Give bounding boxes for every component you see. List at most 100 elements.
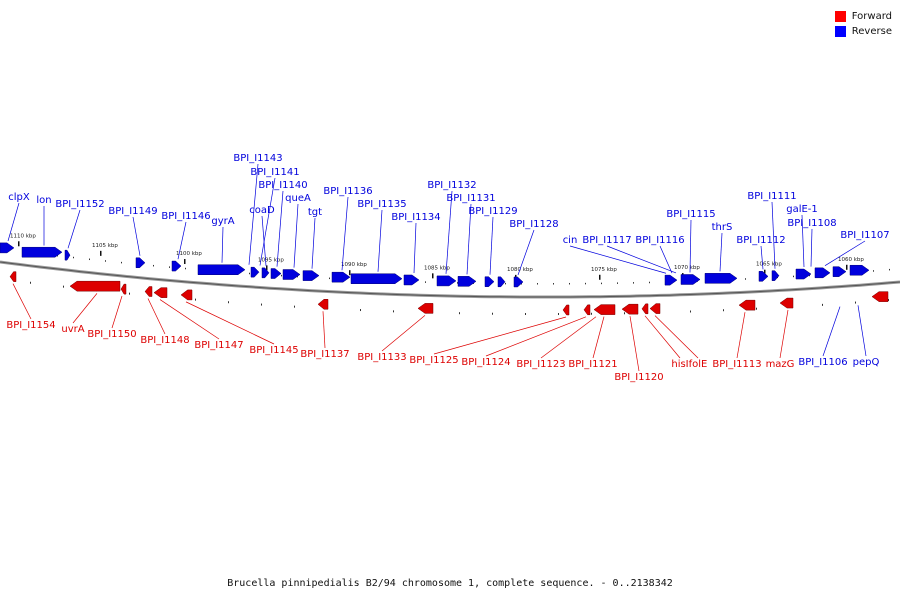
reverse-gene-arrow — [270, 268, 282, 279]
minor-tick — [756, 307, 757, 310]
forward-gene-arrow — [583, 304, 591, 316]
gene-label-bpi-i1108: BPI_I1108 — [787, 218, 836, 229]
reverse-gene-arrow — [814, 267, 831, 279]
minor-tick — [822, 303, 823, 306]
reverse-gene-arrow — [436, 275, 457, 287]
reverse-gene-arrow — [795, 268, 812, 280]
minor-tick — [281, 274, 282, 277]
minor-tick — [690, 310, 691, 313]
scale-tick — [846, 264, 848, 270]
label-connector — [822, 306, 841, 357]
minor-tick — [888, 298, 889, 301]
minor-tick — [195, 298, 196, 301]
gene-label-bpi-i1106: BPI_I1106 — [798, 357, 847, 368]
reverse-gene-arrow — [302, 270, 320, 281]
gene-label-gale-1: galE-1 — [786, 204, 818, 215]
minor-tick — [537, 283, 538, 285]
label-connector — [489, 216, 494, 275]
reverse-gene-arrow — [664, 274, 678, 286]
scale-label: 1090 kbp — [341, 262, 367, 268]
label-connector — [377, 209, 383, 272]
label-connector — [606, 245, 677, 274]
minor-tick — [425, 281, 426, 283]
label-connector — [248, 163, 259, 265]
gene-label-bpi-i1137: BPI_I1137 — [300, 349, 349, 360]
forward-gene-arrow — [180, 289, 193, 301]
minor-tick — [121, 261, 122, 264]
reverse-gene-arrow — [282, 269, 301, 280]
minor-tick — [873, 270, 874, 272]
label-connector — [736, 312, 746, 359]
minor-tick — [129, 292, 130, 295]
sequence-caption: Brucella pinnipedialis B2/94 chromosome … — [227, 578, 673, 589]
gene-label-bpi-i1115: BPI_I1115 — [666, 209, 715, 220]
forward-gene-arrow — [562, 304, 570, 316]
forward-gene-arrow — [120, 283, 127, 295]
label-connector — [111, 295, 123, 329]
reverse-gene-arrow — [331, 271, 351, 283]
scale-label: 1100 kbp — [176, 251, 202, 257]
gene-label-bpi-i1147: BPI_I1147 — [194, 340, 243, 351]
gene-label-bpi-i1149: BPI_I1149 — [108, 206, 157, 217]
minor-tick — [525, 313, 526, 315]
gene-label-bpi-i1107: BPI_I1107 — [840, 230, 889, 241]
label-connector — [801, 214, 805, 268]
label-connector — [72, 293, 98, 324]
reverse-gene-arrow — [484, 276, 495, 287]
minor-tick — [585, 282, 586, 285]
label-connector — [132, 216, 141, 256]
minor-tick — [723, 309, 724, 312]
gene-label-bpi-i1132: BPI_I1132 — [427, 180, 476, 191]
minor-tick — [569, 282, 570, 285]
label-connector — [433, 316, 567, 355]
label-connector — [177, 221, 187, 260]
minor-tick — [63, 285, 64, 288]
minor-tick — [105, 260, 106, 262]
gene-label-bpi-i1123: BPI_I1123 — [516, 359, 565, 370]
label-connector — [719, 232, 723, 272]
label-connector — [12, 283, 32, 320]
minor-tick — [89, 258, 90, 261]
forward-gene-arrow — [738, 299, 756, 311]
forward-gene-arrow — [144, 286, 153, 297]
minor-tick — [809, 274, 810, 277]
gene-label-cin: cin — [563, 235, 578, 246]
legend-reverse: Reverse — [834, 24, 892, 39]
minor-tick — [558, 313, 559, 316]
gene-label-bpi-i1141: BPI_I1141 — [250, 167, 299, 178]
reverse-gene-arrow — [250, 266, 260, 278]
label-connector — [185, 301, 275, 345]
label-connector — [445, 190, 453, 274]
gene-label-bpi-i1150: BPI_I1150 — [87, 329, 136, 340]
label-connector — [221, 226, 224, 263]
minor-tick — [228, 301, 229, 304]
gene-label-bpi-i1145: BPI_I1145 — [249, 345, 298, 356]
label-connector — [293, 203, 299, 268]
gene-label-mazg: mazG — [766, 359, 795, 370]
gene-label-bpi-i1125: BPI_I1125 — [409, 355, 458, 366]
scale-tick — [432, 273, 434, 279]
scale-label: 1080 kbp — [507, 267, 533, 273]
gene-label-bpi-i1131: BPI_I1131 — [446, 193, 495, 204]
scale-tick — [266, 265, 268, 271]
scale-tick — [100, 250, 102, 256]
scale-tick — [599, 274, 601, 280]
scale-tick — [18, 241, 20, 247]
label-connector — [810, 228, 813, 267]
gene-label-bpi-i1136: BPI_I1136 — [323, 186, 372, 197]
scale-label: 1065 kbp — [756, 262, 782, 268]
legend-forward: Forward — [834, 9, 892, 24]
gene-label-pepq: pepQ — [853, 357, 880, 368]
reverse-gene-arrow — [704, 273, 738, 284]
reverse-gene-arrow — [350, 273, 403, 284]
reverse-gene-arrow — [758, 271, 769, 282]
minor-tick — [624, 312, 625, 315]
label-connector — [311, 217, 316, 269]
reverse-gene-arrow — [771, 270, 780, 281]
label-connector — [779, 309, 789, 359]
gene-label-bpi-i1111: BPI_I1111 — [747, 191, 796, 202]
gene-label-bpi-i1113: BPI_I1113 — [712, 359, 761, 370]
minor-tick — [459, 312, 460, 315]
minor-tick — [617, 282, 618, 284]
label-connector — [824, 240, 866, 266]
